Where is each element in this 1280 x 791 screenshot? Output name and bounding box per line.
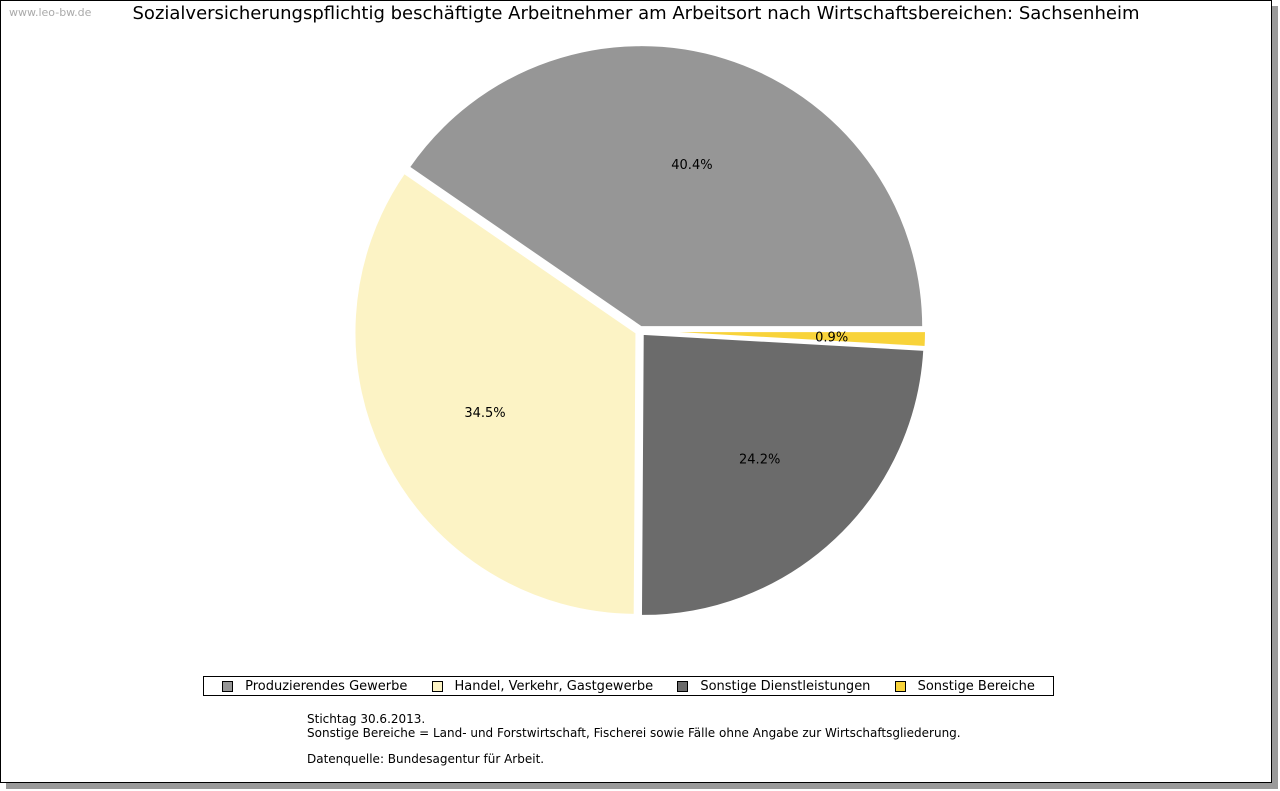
pie-slice-sonstige-bereiche	[643, 330, 927, 349]
legend-item-sonstige-dienstleistungen: Sonstige Dienstleistungen	[677, 679, 870, 694]
note-sonstige-bereiche: Sonstige Bereiche = Land- und Forstwirts…	[307, 726, 961, 740]
legend-label: Handel, Verkehr, Gastgewerbe	[454, 678, 654, 694]
legend-swatch	[431, 680, 443, 692]
legend-label: Produzierendes Gewerbe	[245, 678, 408, 694]
note-stichtag: Stichtag 30.6.2013.	[307, 712, 426, 726]
legend-swatch	[677, 680, 689, 692]
pie-slice-handel-verkehr-gastgewerbe	[353, 171, 638, 616]
pie-slice-label: 40.4%	[671, 158, 712, 173]
legend: Produzierendes Gewerbe Handel, Verkehr, …	[203, 676, 1054, 696]
frame-shadow-bottom	[6, 783, 1278, 789]
legend-item-produzierendes-gewerbe: Produzierendes Gewerbe	[222, 679, 407, 694]
chart-title: Sozialversicherungspflichtig beschäftigt…	[132, 3, 1140, 24]
note-datenquelle: Datenquelle: Bundesagentur für Arbeit.	[307, 752, 545, 766]
legend-label: Sonstige Dienstleistungen	[700, 678, 871, 694]
pie-slice-sonstige-dienstleistungen	[639, 332, 926, 617]
legend-item-sonstige-bereiche: Sonstige Bereiche	[894, 678, 1035, 694]
pie-slice-produzierendes-gewerbe	[407, 44, 925, 329]
pie-slice-label: 0.9%	[815, 330, 848, 345]
legend-swatch	[894, 680, 906, 692]
legend-label: Sonstige Bereiche	[917, 678, 1035, 694]
legend-swatch	[222, 680, 234, 692]
frame-shadow-right	[1272, 6, 1278, 789]
pie-slice-label: 34.5%	[464, 406, 505, 421]
legend-item-handel-verkehr-gastgewerbe: Handel, Verkehr, Gastgewerbe	[431, 678, 654, 694]
chart-notes: Stichtag 30.6.2013. Sonstige Bereiche = …	[307, 712, 961, 766]
watermark: www.leo-bw.de	[9, 6, 92, 19]
pie-slice-label: 24.2%	[739, 452, 780, 467]
